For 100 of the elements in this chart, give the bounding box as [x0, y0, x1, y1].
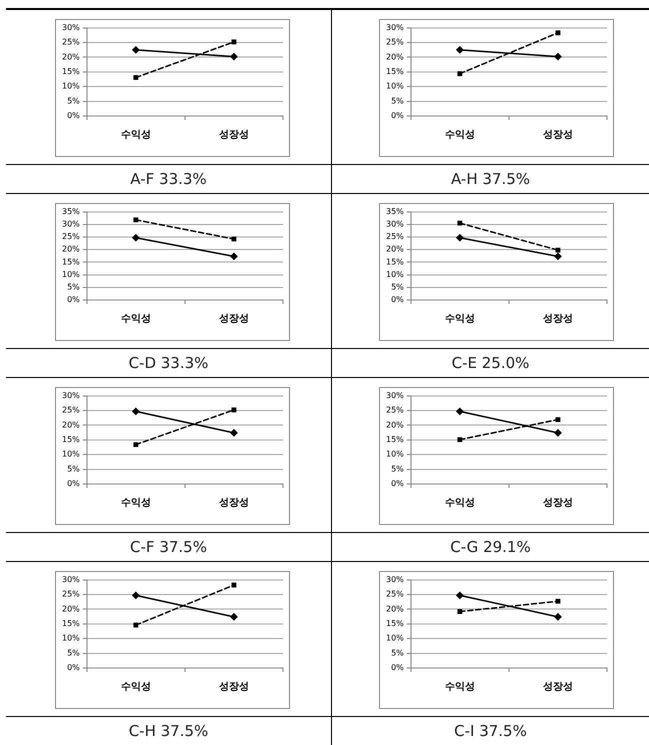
- y-tick-label: 15%: [62, 434, 80, 444]
- y-tick-label: 30%: [386, 219, 404, 228]
- y-tick-label: 15%: [386, 66, 404, 76]
- text: C-H 37.5%: [6, 717, 331, 745]
- y-tick-label: 5%: [391, 282, 404, 292]
- y-tick-label: 30%: [62, 219, 80, 228]
- point: [556, 30, 560, 36]
- x-tick-label: 성장성: [542, 314, 573, 325]
- y-tick-label: 10%: [386, 270, 404, 279]
- y-tick-label: 15%: [386, 618, 404, 628]
- y-tick-label: 0%: [67, 295, 80, 304]
- y-tick-label: 5%: [67, 648, 80, 658]
- x-tick-label: 성장성: [218, 314, 249, 325]
- y-tick-label: 25%: [386, 590, 404, 599]
- y-tick-label: 15%: [62, 257, 80, 266]
- point: [232, 236, 236, 242]
- point: [132, 234, 140, 242]
- point: [556, 598, 560, 604]
- point: [132, 46, 140, 54]
- text: C-D 33.3%: [6, 349, 331, 378]
- y-tick-label: 20%: [386, 420, 404, 430]
- point: [230, 429, 238, 437]
- point: [554, 613, 562, 621]
- x-tick-label: 성장성: [542, 130, 573, 141]
- text: A-F 33.3%: [6, 165, 331, 194]
- y-tick-label: 0%: [391, 663, 404, 672]
- point: [230, 52, 238, 60]
- y-tick-label: 30%: [62, 390, 80, 400]
- point: [232, 408, 236, 412]
- text: C-F 37.5%: [6, 533, 331, 562]
- y-tick-label: 0%: [67, 663, 80, 672]
- point: [457, 71, 462, 76]
- text: C-E 25.0%: [332, 349, 649, 378]
- x-tick-label: 수익성: [444, 314, 475, 325]
- text: A-H 37.5%: [332, 165, 649, 194]
- point: [133, 442, 138, 448]
- text: C-I 37.5%: [332, 717, 649, 745]
- y-tick-label: 35%: [62, 206, 80, 216]
- x-tick-label: 수익성: [120, 682, 151, 693]
- point: [456, 408, 464, 416]
- x-tick-label: 성장성: [542, 682, 573, 693]
- y-tick-label: 10%: [62, 450, 80, 459]
- x-tick-label: 수익성: [444, 498, 475, 509]
- y-tick-label: 0%: [391, 295, 404, 304]
- y-tick-label: 5%: [391, 96, 404, 106]
- y-tick-label: 5%: [67, 282, 80, 292]
- point: [457, 220, 462, 226]
- x-tick-label: 성장성: [218, 682, 249, 693]
- y-tick-label: 20%: [62, 420, 80, 430]
- point: [554, 52, 562, 60]
- y-tick-label: 5%: [391, 648, 404, 658]
- x-tick-label: 성장성: [218, 130, 249, 141]
- x-tick-label: 성장성: [542, 498, 573, 509]
- y-tick-label: 10%: [386, 634, 404, 643]
- point: [556, 248, 560, 253]
- y-tick-label: 0%: [67, 111, 80, 120]
- x-tick-label: 수익성: [120, 498, 151, 509]
- y-tick-label: 10%: [386, 82, 404, 91]
- y-tick-label: 10%: [62, 82, 80, 91]
- y-tick-label: 25%: [62, 406, 80, 415]
- y-tick-label: 25%: [386, 38, 404, 47]
- point: [554, 252, 562, 260]
- x-tick-label: 성장성: [218, 498, 249, 509]
- point: [230, 613, 238, 621]
- y-tick-label: 5%: [67, 464, 80, 474]
- point: [556, 417, 560, 422]
- y-tick-label: 25%: [62, 38, 80, 47]
- x-tick-label: 수익성: [120, 130, 151, 141]
- y-tick-label: 15%: [62, 66, 80, 76]
- y-tick-label: 30%: [62, 574, 80, 584]
- point: [554, 429, 562, 437]
- point: [456, 592, 464, 600]
- y-tick-label: 20%: [62, 52, 80, 62]
- point: [230, 252, 238, 260]
- y-tick-label: 15%: [386, 257, 404, 266]
- y-tick-label: 30%: [386, 574, 404, 584]
- y-tick-label: 35%: [386, 206, 404, 216]
- y-tick-label: 10%: [386, 450, 404, 459]
- point: [456, 234, 464, 242]
- y-tick-label: 0%: [391, 479, 404, 488]
- y-tick-label: 25%: [386, 406, 404, 415]
- y-tick-label: 15%: [386, 434, 404, 444]
- point: [232, 40, 236, 44]
- y-tick-label: 20%: [62, 244, 80, 254]
- x-tick-label: 수익성: [444, 682, 475, 693]
- y-tick-label: 20%: [386, 244, 404, 254]
- point: [232, 582, 236, 588]
- y-tick-label: 0%: [67, 479, 80, 488]
- y-tick-label: 20%: [386, 604, 404, 614]
- point: [457, 609, 462, 614]
- y-tick-label: 0%: [391, 111, 404, 120]
- x-tick-label: 수익성: [120, 314, 151, 325]
- y-tick-label: 25%: [62, 232, 80, 242]
- y-tick-label: 20%: [386, 52, 404, 62]
- y-tick-label: 30%: [62, 22, 80, 32]
- point: [133, 217, 138, 222]
- y-tick-label: 25%: [386, 232, 404, 242]
- y-tick-label: 30%: [386, 22, 404, 32]
- y-tick-label: 20%: [62, 604, 80, 614]
- point: [132, 408, 140, 416]
